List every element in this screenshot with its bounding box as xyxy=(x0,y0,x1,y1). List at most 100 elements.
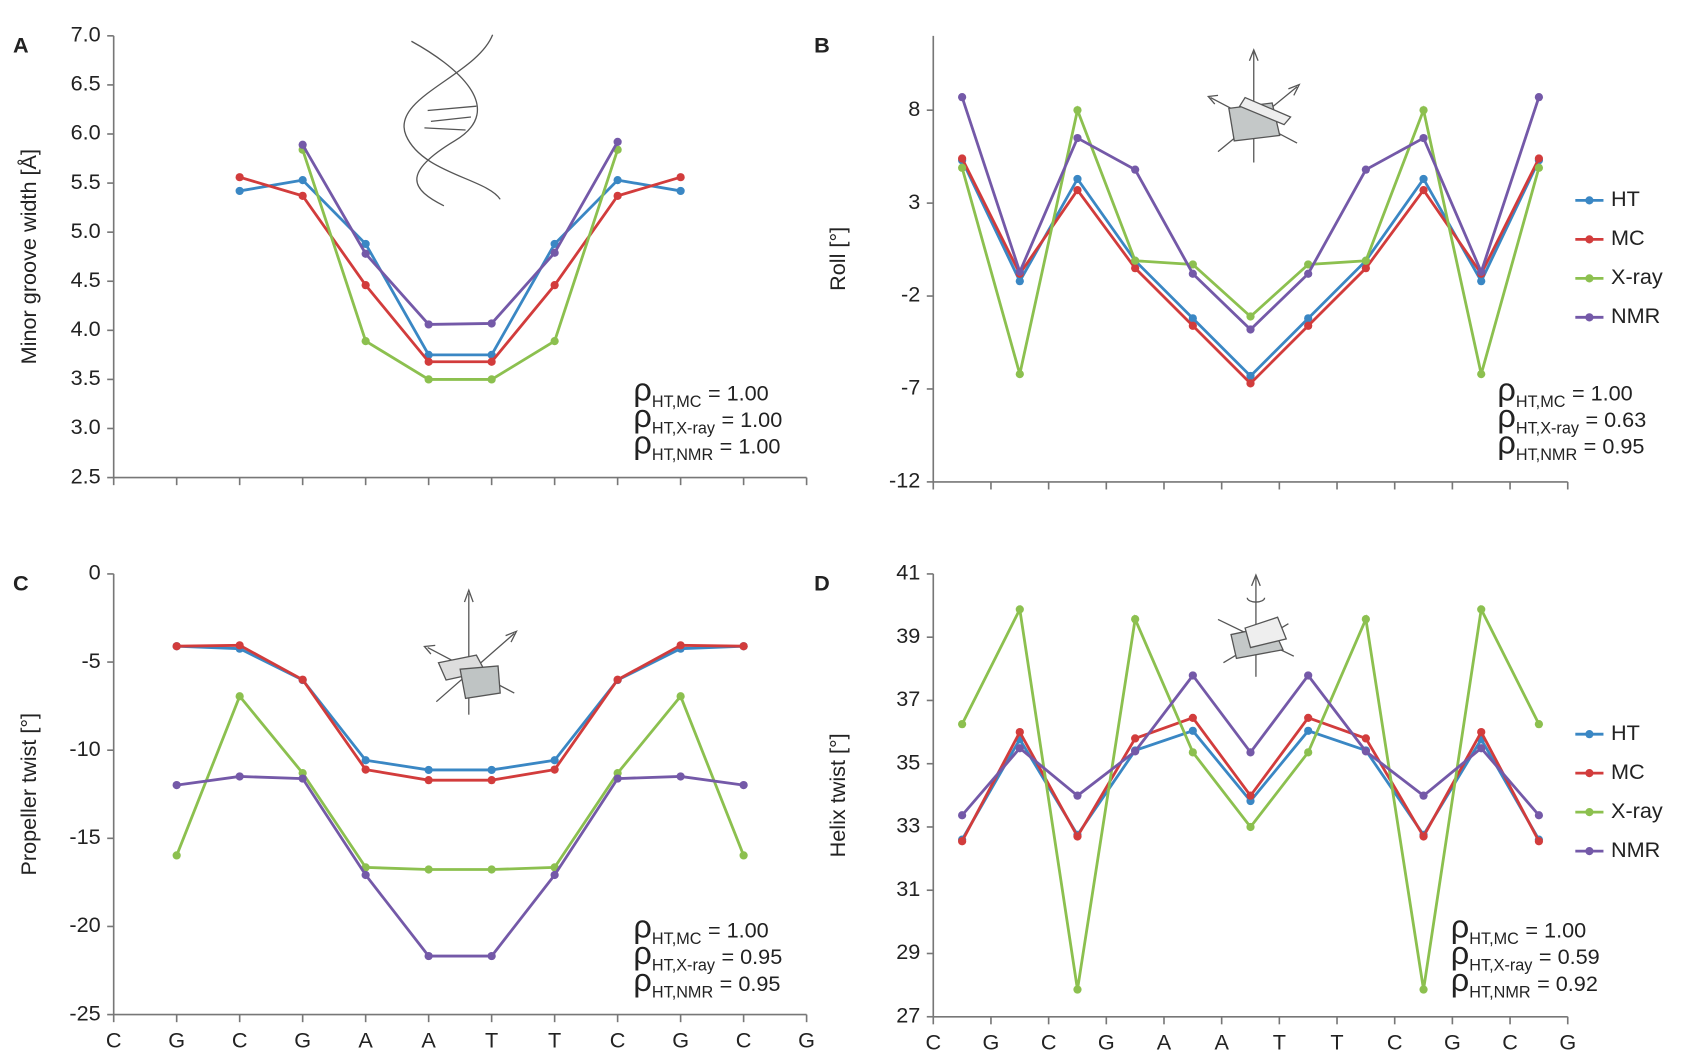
data-point xyxy=(1246,312,1255,321)
data-point xyxy=(424,350,433,359)
rho-value: = 0.95 xyxy=(721,944,782,969)
data-point xyxy=(958,720,967,729)
y-tick-label: -25 xyxy=(69,1000,100,1025)
y-tick-label: 6.0 xyxy=(71,120,101,145)
correlation: ρHT,NMR = 1.00 xyxy=(633,425,780,464)
data-point xyxy=(1015,267,1024,276)
data-point xyxy=(1419,185,1428,195)
x-tick-label: A xyxy=(421,1027,436,1052)
data-point xyxy=(361,337,370,346)
y-tick-label: -15 xyxy=(69,824,100,849)
legend-label: X-ray xyxy=(1611,264,1663,289)
data-point xyxy=(487,357,496,366)
rho-subscript: HT,X-ray xyxy=(652,420,716,438)
rho-subscript: HT,MC xyxy=(652,393,702,411)
data-point xyxy=(361,249,370,258)
data-point xyxy=(361,239,370,249)
rho-subscript: HT,MC xyxy=(1516,393,1566,411)
data-point xyxy=(1131,264,1140,273)
data-point xyxy=(1534,154,1544,163)
data-point xyxy=(361,765,370,774)
data-point xyxy=(424,375,433,384)
data-point xyxy=(1246,325,1255,334)
rho-value: = 0.59 xyxy=(1539,944,1600,969)
data-point xyxy=(550,870,559,880)
data-point xyxy=(424,765,433,775)
data-point xyxy=(424,776,433,785)
data-point xyxy=(550,756,559,765)
data-point xyxy=(1419,106,1428,115)
panel-label: C xyxy=(13,570,29,595)
legend-label: NMR xyxy=(1611,303,1660,328)
data-point xyxy=(235,692,244,701)
data-point xyxy=(1015,727,1024,737)
data-point xyxy=(1015,605,1024,614)
correlation: ρHT,X-ray = 1.00 xyxy=(633,398,782,437)
series-line xyxy=(239,175,682,364)
y-tick-label: 5.0 xyxy=(71,218,101,243)
data-point xyxy=(1073,174,1082,184)
data-point xyxy=(1304,671,1313,680)
y-tick-label: -12 xyxy=(889,468,920,493)
twist-icon xyxy=(1217,573,1295,677)
data-point xyxy=(613,191,622,200)
roll-icon xyxy=(1206,48,1301,163)
y-tick-label: 37 xyxy=(896,686,920,711)
y-tick-label: 4.5 xyxy=(71,267,101,292)
data-point xyxy=(1361,734,1370,743)
data-point xyxy=(235,173,244,182)
correlation: ρHT,NMR = 0.95 xyxy=(633,962,780,1001)
data-point xyxy=(739,780,748,790)
rho-subscript: HT,NMR xyxy=(652,446,713,464)
data-point xyxy=(487,319,496,328)
data-point xyxy=(958,811,967,820)
y-tick-label: 4.0 xyxy=(71,316,101,341)
rho-value: = 0.92 xyxy=(1537,971,1598,996)
series-line xyxy=(960,157,1541,386)
x-tick-label: G xyxy=(983,1030,1000,1055)
x-tick-label: C xyxy=(925,1030,941,1055)
data-point xyxy=(613,675,622,684)
y-tick-label: -7 xyxy=(901,375,920,400)
data-point xyxy=(1477,744,1486,753)
data-point xyxy=(1015,744,1024,753)
data-point xyxy=(1015,369,1024,379)
data-point xyxy=(1304,314,1313,323)
data-point xyxy=(1188,726,1197,735)
data-point xyxy=(1246,379,1255,388)
series-line xyxy=(960,159,1541,378)
data-point xyxy=(1419,791,1428,800)
x-tick-label: A xyxy=(1157,1030,1172,1055)
y-tick-label: 5.5 xyxy=(71,169,101,194)
data-point xyxy=(424,865,433,874)
rho-symbol: ρ xyxy=(1497,372,1515,408)
correlation: ρHT,NMR = 0.95 xyxy=(1497,425,1644,464)
data-point xyxy=(1131,615,1140,624)
rho-subscript: HT,X-ray xyxy=(1469,957,1533,975)
data-point xyxy=(1246,791,1255,800)
correlation: ρHT,MC = 1.00 xyxy=(633,909,768,948)
y-axis-label: Helix twist [°] xyxy=(825,733,850,857)
data-point xyxy=(1015,277,1024,286)
series-line xyxy=(960,105,1541,375)
data-point xyxy=(1073,106,1082,115)
data-point xyxy=(361,756,370,765)
x-tick-label: T xyxy=(548,1027,561,1052)
y-tick-label: 27 xyxy=(896,1002,920,1027)
data-point xyxy=(1419,174,1428,184)
rho-symbol: ρ xyxy=(633,935,651,971)
data-point xyxy=(1073,832,1082,841)
data-point xyxy=(1304,260,1313,269)
rho-value: = 1.00 xyxy=(708,381,769,406)
series-line xyxy=(960,716,1541,842)
x-tick-label: C xyxy=(610,1027,626,1052)
helix-icon xyxy=(403,34,501,207)
data-point xyxy=(487,765,496,775)
data-point xyxy=(1477,605,1486,614)
data-point xyxy=(1131,747,1140,756)
data-point xyxy=(676,692,685,701)
data-point xyxy=(1073,791,1082,800)
rho-symbol: ρ xyxy=(1451,962,1469,998)
rho-symbol: ρ xyxy=(1451,909,1469,945)
y-tick-label: 8 xyxy=(908,96,920,121)
